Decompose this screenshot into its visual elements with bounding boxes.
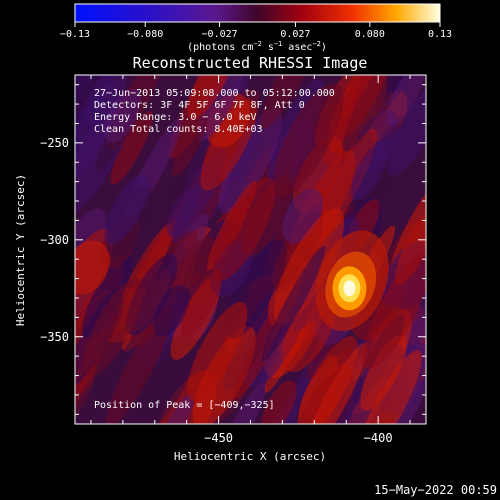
annotation-line: Detectors: 3F 4F 5F 6F 7F 8F, Att 0	[94, 100, 305, 111]
colorbar-tick-label: −0.080	[127, 29, 163, 40]
colorbar-ticks: −0.13 −0.080 −0.027 0.027 0.080 0.13	[60, 22, 452, 40]
x-tick-label: −450	[204, 431, 233, 445]
y-tick-label: −300	[40, 233, 69, 247]
colorbar-tick-label: −0.13	[60, 29, 90, 40]
annotation-line: Clean Total counts: 8.40E+03	[94, 124, 263, 135]
y-tick-label: −350	[40, 330, 69, 344]
y-axis-label: Heliocentric Y (arcsec)	[14, 174, 27, 326]
axes: −450−400−350−250−300−350	[40, 75, 426, 445]
x-axis-label: Heliocentric X (arcsec)	[174, 450, 326, 463]
y-tick-label: −250	[40, 136, 69, 150]
colorbar-tick-label: 0.080	[355, 29, 385, 40]
annotation-line: 27−Jun−2013 05:09:08.000 to 05:12:00.000	[94, 88, 335, 99]
annotation-line: Energy Range: 3.0 − 6.0 keV	[94, 112, 257, 123]
colorbar-tick-label: −0.027	[202, 29, 238, 40]
image-area	[75, 75, 426, 424]
colorbar-unit-label: (photons cm−2 s−1 asec−2)	[187, 40, 327, 53]
x-tick-label: −400	[364, 431, 393, 445]
colorbar	[74, 3, 441, 23]
annotation-block: 27−Jun−2013 05:09:08.000 to 05:12:00.000…	[94, 88, 335, 135]
chart-title: Reconstructed RHESSI Image	[133, 54, 368, 72]
peak-source	[343, 280, 356, 297]
colorbar-tick-label: 0.027	[280, 29, 310, 40]
peak-position-label: Position of Peak = [−409,−325]	[94, 400, 275, 411]
colorbar-tick-label: 0.13	[428, 29, 452, 40]
timestamp: 15−May−2022 00:59	[374, 483, 497, 497]
